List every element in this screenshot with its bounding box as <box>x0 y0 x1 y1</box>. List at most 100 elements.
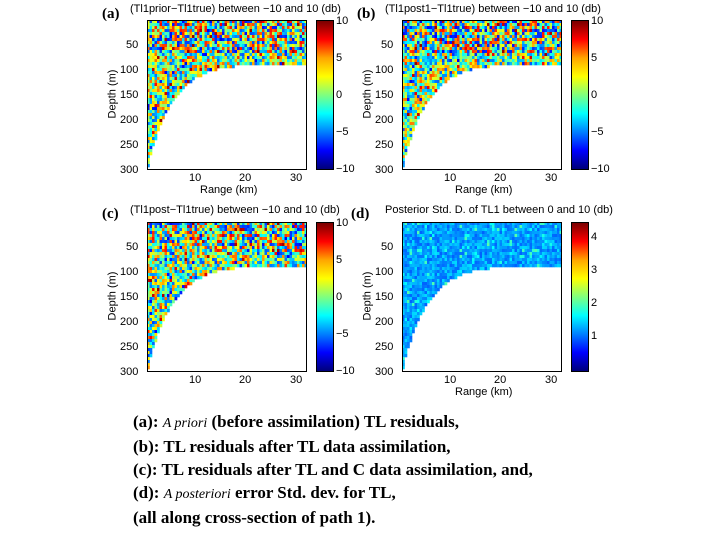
heatmap-cell <box>492 261 495 265</box>
heatmap-cell <box>169 95 173 99</box>
heatmap-cell <box>427 300 430 304</box>
heatmap-cell <box>519 237 523 241</box>
heatmap-cell <box>159 83 163 87</box>
heatmap-cell <box>447 258 450 262</box>
heatmap-cell <box>172 258 175 262</box>
heatmap-cell <box>234 246 238 250</box>
heatmap-cell <box>199 276 203 280</box>
heatmap-cell <box>209 261 213 265</box>
heatmap-cell <box>172 38 175 42</box>
heatmap-cell <box>404 288 408 292</box>
heatmap-cell <box>539 38 543 42</box>
heatmap-cell <box>484 240 488 244</box>
heatmap-cell <box>462 29 465 33</box>
heatmap-cell <box>409 41 413 45</box>
heatmap-cell <box>427 264 430 268</box>
heatmap-cell <box>272 50 275 54</box>
heatmap-cell <box>302 29 305 33</box>
heatmap-cell <box>424 44 428 48</box>
heatmap-cell <box>249 246 253 250</box>
heatmap-cell <box>422 50 425 54</box>
heatmap-cell <box>187 261 190 265</box>
heatmap-cell <box>479 62 483 66</box>
heatmap-cell <box>172 246 175 250</box>
heatmap-cell <box>289 234 293 238</box>
heatmap-cell <box>169 243 173 247</box>
heatmap-cell <box>459 258 463 262</box>
heatmap-cell <box>552 62 555 66</box>
heatmap-cell <box>559 47 562 51</box>
heatmap-cell <box>472 258 475 262</box>
heatmap-cell <box>514 62 518 66</box>
heatmap-cell <box>464 35 468 39</box>
heatmap-cell <box>249 264 253 268</box>
heatmap-cell <box>257 261 260 265</box>
heatmap-cell <box>177 62 180 66</box>
heatmap-cell <box>184 71 188 75</box>
heatmap-cell <box>557 44 560 48</box>
heatmap-cell <box>509 249 513 253</box>
heatmap-cell <box>427 252 430 256</box>
heatmap-cell <box>234 255 238 259</box>
heatmap-cell <box>477 32 480 36</box>
heatmap-cell <box>429 29 433 33</box>
heatmap-cell <box>254 228 258 232</box>
heatmap-cell <box>434 270 438 274</box>
heatmap-cell <box>172 267 175 271</box>
heatmap-cell <box>234 59 238 63</box>
heatmap-cell <box>299 41 303 45</box>
heatmap-cell <box>162 252 165 256</box>
heatmap-cell <box>194 56 198 60</box>
heatmap-cell <box>147 273 150 277</box>
heatmap-cell <box>157 294 160 298</box>
heatmap-cell <box>472 225 475 229</box>
heatmap-cell <box>227 255 230 259</box>
heatmap-cell <box>232 255 235 259</box>
heatmap-cell <box>467 255 470 259</box>
heatmap-cell <box>404 98 408 102</box>
heatmap-cell <box>447 23 450 27</box>
heatmap-cell <box>252 50 255 54</box>
heatmap-cell <box>252 59 255 63</box>
heatmap-cell <box>154 321 158 325</box>
heatmap-cell <box>184 38 188 42</box>
heatmap-cell <box>452 20 455 24</box>
heatmap-cell <box>262 228 265 232</box>
heatmap-cell <box>477 56 480 60</box>
heatmap-cell <box>479 53 483 57</box>
heatmap-cell <box>219 246 223 250</box>
heatmap-cell <box>422 282 425 286</box>
heatmap-cell <box>422 95 425 99</box>
heatmap-cell <box>539 56 543 60</box>
heatmap-cell <box>264 35 268 39</box>
heatmap-cell <box>419 101 423 105</box>
heatmap-cell <box>164 309 168 313</box>
heatmap-cell <box>452 258 455 262</box>
heatmap-cell <box>279 23 283 27</box>
heatmap-cell <box>427 80 430 84</box>
heatmap-cell <box>167 237 170 241</box>
heatmap-cell <box>464 264 468 268</box>
heatmap-cell <box>284 56 288 60</box>
heatmap-cell <box>494 23 498 27</box>
heatmap-cell <box>547 62 550 66</box>
heatmap-cell <box>407 312 410 316</box>
heatmap-cell <box>154 249 158 253</box>
heatmap-cell <box>179 32 183 36</box>
heatmap-cell <box>189 20 193 24</box>
heatmap-cell <box>247 252 250 256</box>
heatmap-cell <box>262 225 265 229</box>
heatmap-cell <box>152 231 155 235</box>
heatmap-cell <box>284 252 288 256</box>
heatmap-cell <box>429 80 433 84</box>
heatmap-cell <box>232 44 235 48</box>
heatmap-cell <box>199 74 203 78</box>
heatmap-cell <box>254 246 258 250</box>
heatmap-cell <box>147 104 150 108</box>
heatmap-cell <box>154 122 158 126</box>
heatmap-cell <box>434 23 438 27</box>
heatmap-cell <box>404 258 408 262</box>
heatmap-cell <box>272 44 275 48</box>
heatmap-cell <box>244 23 248 27</box>
heatmap-cell <box>297 56 300 60</box>
